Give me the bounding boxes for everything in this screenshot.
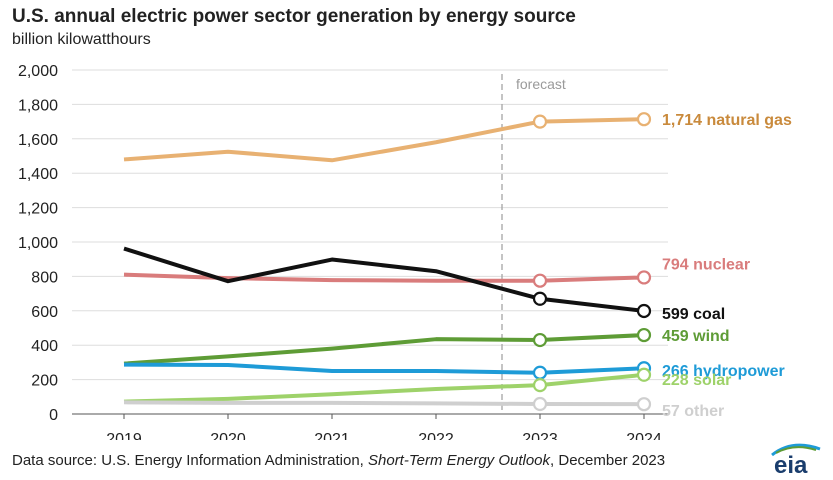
series-label-hydropower: 266 hydropower xyxy=(662,363,785,380)
forecast-point-wind xyxy=(532,332,548,348)
y-tick-label: 0 xyxy=(49,407,58,424)
forecast-point-nuclear xyxy=(532,273,548,288)
forecast-point-other xyxy=(532,396,548,412)
forecast-point-natural-gas xyxy=(532,114,548,129)
series-label-coal: 599 coal xyxy=(662,306,725,323)
series-line-coal xyxy=(123,246,645,313)
series-label-nuclear: 794 nuclear xyxy=(662,256,750,273)
series-line-natural-gas xyxy=(123,117,645,163)
y-tick-label: 1,800 xyxy=(18,97,58,114)
series-line-hydropower xyxy=(123,362,645,375)
y-tick-label: 1,200 xyxy=(18,201,58,218)
forecast-point-coal xyxy=(636,303,652,319)
x-tick-label: 2021 xyxy=(314,431,350,440)
series-line-wind xyxy=(123,333,645,366)
x-tick-label: 2022 xyxy=(418,431,454,440)
x-tick-label: 2019 xyxy=(106,431,142,440)
y-tick-label: 400 xyxy=(31,338,58,355)
x-tick-label: 2020 xyxy=(210,431,246,440)
series-line-nuclear xyxy=(123,272,645,283)
gridlines xyxy=(72,69,668,415)
svg-text:eia: eia xyxy=(774,452,808,477)
series-label-solar: 228 solar xyxy=(662,372,731,389)
forecast-point-hydropower xyxy=(532,365,548,380)
x-tick-label: 2024 xyxy=(626,431,662,440)
series-label-wind: 459 wind xyxy=(662,328,730,345)
x-tick-label: 2023 xyxy=(522,431,558,440)
forecast-point-coal xyxy=(532,291,548,306)
series-line-solar xyxy=(123,372,645,404)
y-tick-label: 1,600 xyxy=(18,132,58,149)
y-tick-label: 200 xyxy=(31,373,58,390)
series-line-other xyxy=(123,400,645,407)
y-tick-label: 800 xyxy=(31,269,58,286)
series-lines xyxy=(123,112,652,412)
eia-logo: eia xyxy=(771,443,821,477)
forecast-point-other xyxy=(636,397,652,412)
forecast-marker: forecast xyxy=(501,74,566,414)
y-tick-label: 1,000 xyxy=(18,235,58,252)
forecast-point-nuclear xyxy=(636,270,652,285)
forecast-point-solar xyxy=(636,367,652,382)
data-source-note: Data source: U.S. Energy Information Adm… xyxy=(12,452,666,469)
y-tick-label: 2,000 xyxy=(18,63,58,80)
chart-title: U.S. annual electric power sector genera… xyxy=(12,6,576,27)
forecast-point-natural-gas xyxy=(636,112,652,127)
line-chart: 0 200 400 600 800 1,000 1,200 1,400 1,600 1,800 2,… xyxy=(18,63,792,440)
x-axis-ticks: 2019 2020 2021 2022 2023 2024 xyxy=(106,414,662,440)
y-tick-label: 600 xyxy=(31,304,58,321)
series-label-other: 57 other xyxy=(662,403,724,420)
forecast-point-solar xyxy=(532,378,548,393)
forecast-point-wind xyxy=(636,327,652,343)
series-label-natural-gas: 1,714 natural gas xyxy=(662,112,792,129)
publication-name: Short-Term Energy Outlook xyxy=(368,452,551,469)
y-axis-unit-label: billion kilowatthours xyxy=(12,31,151,48)
forecast-label: forecast xyxy=(516,76,566,92)
y-tick-label: 1,400 xyxy=(18,166,58,183)
series-labels: 1,714 natural gas 794 nuclear 599 coal 459 … xyxy=(662,112,792,420)
y-axis-ticks: 0 200 400 600 800 1,000 1,200 1,400 1,600 1,800 2,… xyxy=(18,63,58,424)
